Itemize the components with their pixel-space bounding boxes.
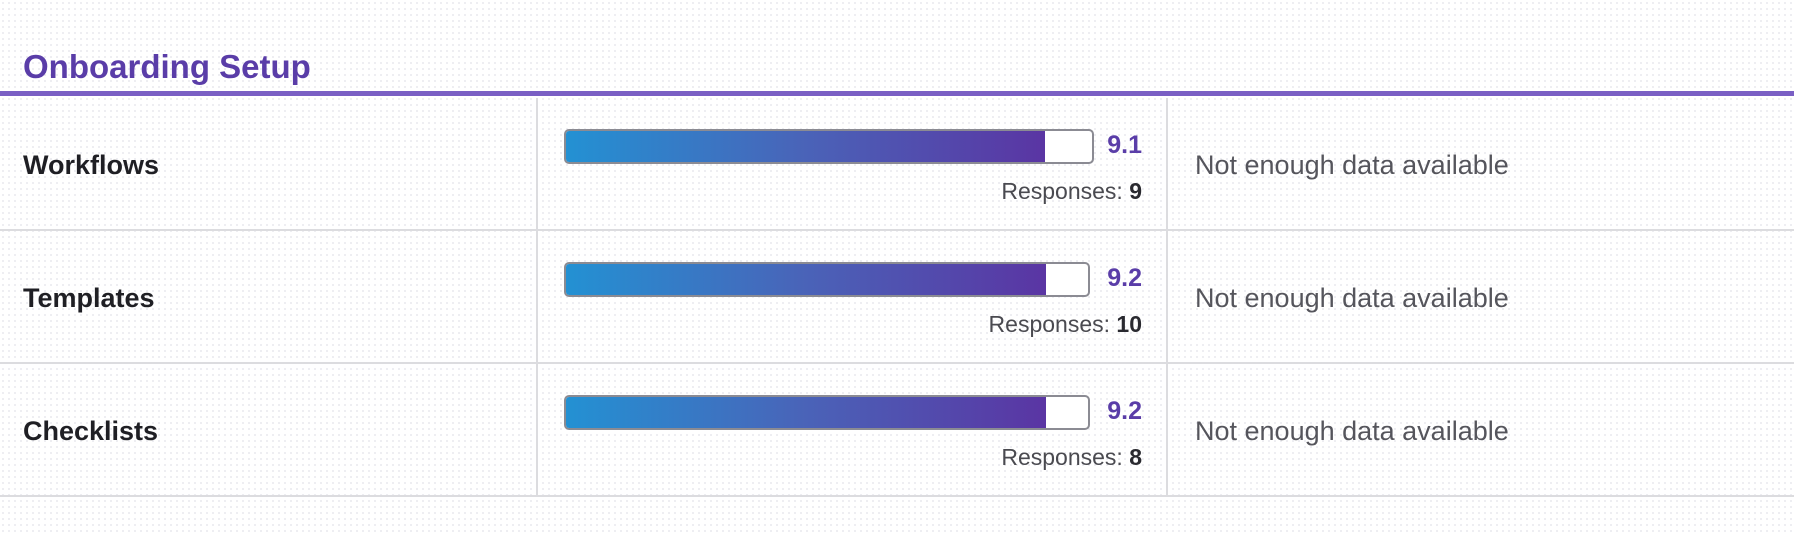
score-bar-fill — [566, 131, 1045, 162]
comparison-cell: Not enough data available — [1168, 98, 1794, 229]
table-row: Checklists 9.2 Responses: 8 Not enough d… — [0, 364, 1794, 497]
feature-name-cell: Workflows — [0, 98, 538, 229]
comparison-note: Not enough data available — [1195, 150, 1509, 180]
table-row: Workflows 9.1 Responses: 9 Not enough da… — [0, 98, 1794, 231]
feature-name: Templates — [23, 283, 155, 313]
responses-number: 10 — [1116, 311, 1142, 337]
score-bar-track — [564, 129, 1094, 164]
responses-number: 9 — [1129, 178, 1142, 204]
responses-count: Responses: 10 — [989, 311, 1142, 338]
responses-count: Responses: 8 — [1001, 444, 1142, 471]
score-bar-fill — [566, 264, 1047, 295]
section-title-underline — [0, 91, 1794, 96]
score-bar-track — [564, 262, 1090, 297]
feature-name-cell: Checklists — [0, 364, 538, 495]
responses-label: Responses: — [1001, 444, 1123, 470]
score-value: 9.1 — [1107, 131, 1142, 159]
comparison-cell: Not enough data available — [1168, 231, 1794, 362]
score-value: 9.2 — [1107, 397, 1142, 425]
feature-name-cell: Templates — [0, 231, 538, 362]
score-bar-track — [564, 395, 1090, 430]
score-value: 9.2 — [1107, 264, 1142, 292]
ratings-table: Workflows 9.1 Responses: 9 Not enough da… — [0, 98, 1794, 497]
comparison-cell: Not enough data available — [1168, 364, 1794, 495]
responses-number: 8 — [1129, 444, 1142, 470]
table-row: Templates 9.2 Responses: 10 Not enough d… — [0, 231, 1794, 364]
comparison-note: Not enough data available — [1195, 416, 1509, 446]
score-bar-fill — [566, 397, 1047, 428]
responses-label: Responses: — [1001, 178, 1123, 204]
comparison-note: Not enough data available — [1195, 283, 1509, 313]
responses-label: Responses: — [988, 311, 1111, 337]
score-cell: 9.2 Responses: 10 — [538, 231, 1168, 362]
responses-count: Responses: 9 — [1001, 178, 1142, 205]
score-cell: 9.1 Responses: 9 — [538, 98, 1168, 229]
section-title: Onboarding Setup — [23, 48, 311, 85]
feature-name: Workflows — [23, 150, 160, 180]
feature-name: Checklists — [23, 416, 159, 446]
score-cell: 9.2 Responses: 8 — [538, 364, 1168, 495]
